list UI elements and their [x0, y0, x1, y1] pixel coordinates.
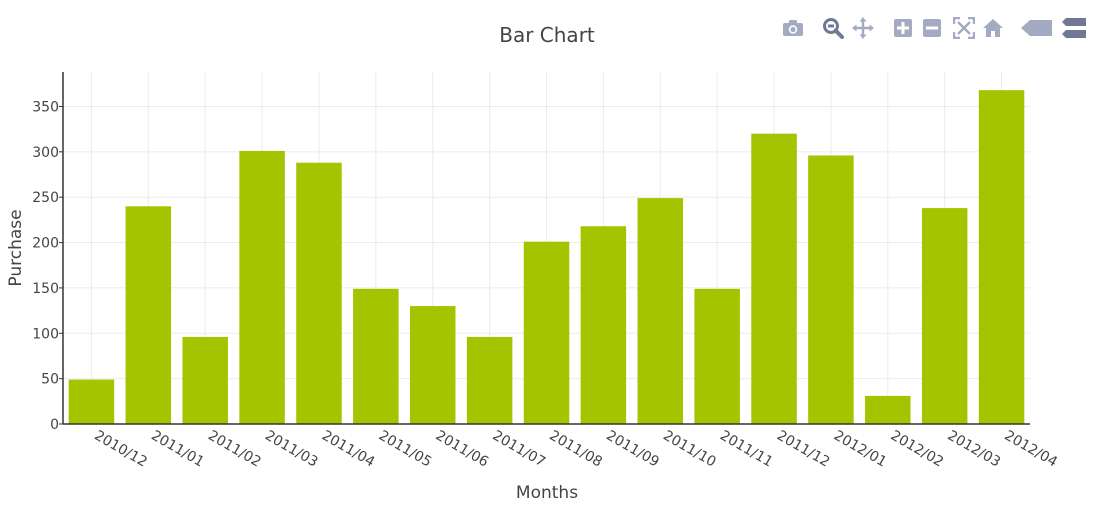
x-tick-label: 2011/01: [148, 428, 206, 471]
bar-2011-01[interactable]: [125, 206, 172, 424]
axes: [59, 72, 1030, 425]
bar-2011-02[interactable]: [182, 336, 228, 424]
y-tick-labels: 0 50 100 150 200 250 300 350: [32, 99, 59, 433]
autoscale-icon[interactable]: [951, 14, 977, 42]
zoom-in-icon[interactable]: [890, 14, 916, 42]
x-tick-label: 2011/12: [774, 428, 832, 471]
y-tick-label: 50: [41, 372, 59, 388]
bar-2011-10[interactable]: [637, 198, 684, 424]
hover-compare-icon[interactable]: [1060, 14, 1088, 42]
bar-2011-07[interactable]: [466, 336, 513, 424]
x-tick-label: 2011/07: [490, 428, 548, 471]
y-tick-label: 250: [32, 190, 59, 206]
x-tick-label: 2011/10: [660, 428, 718, 471]
bar-2012-01[interactable]: [808, 155, 854, 424]
y-tick-label: 200: [32, 236, 59, 252]
y-tick-label: 150: [32, 281, 59, 297]
hover-closest-icon[interactable]: [1020, 14, 1054, 42]
y-axis-title: Purchase: [6, 209, 26, 286]
zoom-icon[interactable]: [820, 14, 846, 42]
x-tick-labels: 2010/122011/012011/022011/032011/042011/…: [91, 428, 1060, 471]
bar-2010-12[interactable]: [68, 379, 115, 424]
x-tick-label: 2011/11: [717, 428, 775, 471]
x-tick-label: 2011/09: [603, 428, 661, 471]
x-tick-label: 2012/04: [1002, 428, 1060, 471]
bar-2011-08[interactable]: [523, 241, 570, 424]
bar-2011-03[interactable]: [239, 150, 285, 424]
x-tick-label: 2011/08: [547, 428, 605, 471]
y-tick-label: 0: [50, 417, 59, 433]
x-tick-label: 2012/02: [888, 428, 946, 471]
pan-icon[interactable]: [850, 14, 876, 42]
x-tick-label: 2011/05: [376, 428, 434, 471]
x-tick-label: 2011/03: [262, 428, 320, 471]
bar-2012-03[interactable]: [921, 208, 968, 424]
bar-2011-06[interactable]: [409, 306, 456, 424]
camera-icon[interactable]: [780, 14, 806, 42]
y-tick-label: 300: [32, 145, 59, 161]
bar-2011-04[interactable]: [296, 162, 342, 424]
chart-title: Bar Chart: [499, 23, 595, 47]
x-tick-label: 2011/06: [433, 428, 491, 471]
bar-2012-04[interactable]: [978, 90, 1025, 424]
x-tick-label: 2012/01: [831, 428, 889, 471]
home-icon[interactable]: [980, 14, 1006, 42]
y-tick-label: 350: [32, 99, 59, 115]
x-tick-label: 2011/02: [205, 428, 263, 471]
x-tick-label: 2012/03: [945, 428, 1003, 471]
bar-2011-05[interactable]: [353, 288, 399, 424]
x-tick-label: 2010/12: [91, 428, 149, 471]
x-axis-title: Months: [516, 483, 578, 503]
bar-2012-02[interactable]: [865, 395, 911, 424]
y-tick-label: 100: [32, 326, 59, 342]
bars: [68, 90, 1025, 424]
bar-2011-11[interactable]: [694, 288, 740, 424]
bar-2011-09[interactable]: [580, 226, 627, 424]
bar-2011-12[interactable]: [751, 133, 797, 424]
x-tick-label: 2011/04: [319, 428, 377, 471]
zoom-out-icon[interactable]: [919, 14, 945, 42]
